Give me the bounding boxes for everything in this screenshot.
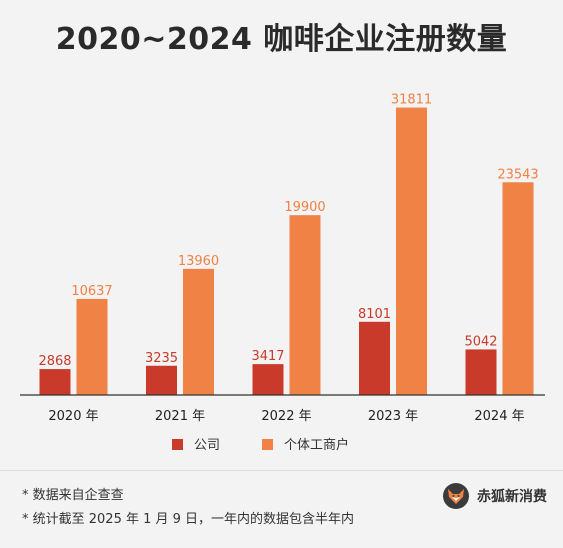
bar-company-1 — [146, 365, 177, 395]
value-label-company-2: 3417 — [251, 349, 284, 364]
bar-company-2 — [252, 364, 284, 395]
legend-label-company: 公司 — [194, 438, 220, 453]
bar-individual-4 — [502, 182, 534, 395]
bar-company-4 — [465, 349, 497, 395]
value-label-company-1: 3235 — [145, 351, 178, 366]
bar-individual-1 — [183, 268, 214, 395]
value-label-individual-2: 19900 — [284, 200, 325, 215]
value-label-individual-3: 31811 — [391, 93, 432, 108]
legend-swatch-company — [172, 439, 183, 450]
brand-name: 赤狐新消费 — [477, 489, 547, 505]
bar-individual-0 — [76, 298, 108, 395]
bar-company-0 — [39, 369, 71, 395]
legend-swatch-individual — [262, 439, 273, 450]
x-tick-label-3: 2023 年 — [368, 409, 418, 424]
footnote-source: * 数据来自企查查 — [22, 488, 124, 503]
brand-mark: 赤狐新消费 — [443, 483, 547, 509]
legend: 公司 个体工商户 — [172, 437, 349, 453]
chart-title: 2020~2024 咖啡企业注册数量 — [55, 22, 508, 57]
x-tick-label-1: 2021 年 — [155, 409, 205, 424]
value-label-company-4: 5042 — [464, 334, 497, 349]
value-label-company-3: 8101 — [358, 307, 391, 322]
x-tick-label-2: 2022 年 — [261, 409, 311, 424]
value-label-individual-0: 10637 — [71, 284, 112, 299]
footnote-period: * 统计截至 2025 年 1 月 9 日，一年内的数据包含半年内 — [22, 512, 355, 527]
x-tick-labels-layer: 2020 年 2021 年 2022 年 2023 年 2024 年 — [48, 409, 524, 424]
bar-individual-3 — [396, 107, 427, 395]
x-tick-label-0: 2020 年 — [48, 409, 98, 424]
fox-icon — [443, 483, 469, 509]
value-label-individual-4: 23543 — [497, 167, 538, 182]
value-label-individual-1: 13960 — [178, 254, 219, 269]
bar-company-3 — [359, 321, 390, 395]
x-tick-label-4: 2024 年 — [474, 409, 524, 424]
value-labels-layer: 2868 10637 3235 13960 3417 19900 8101 31811 5042… — [38, 93, 538, 370]
legend-label-individual: 个体工商户 — [284, 437, 349, 453]
bar-chart: 2868 10637 3235 13960 3417 19900 8101 31811 5042… — [20, 93, 545, 453]
bar-individual-2 — [289, 215, 321, 395]
bars-layer — [39, 107, 534, 395]
value-label-company-0: 2868 — [38, 354, 71, 369]
footer-divider — [0, 470, 563, 471]
